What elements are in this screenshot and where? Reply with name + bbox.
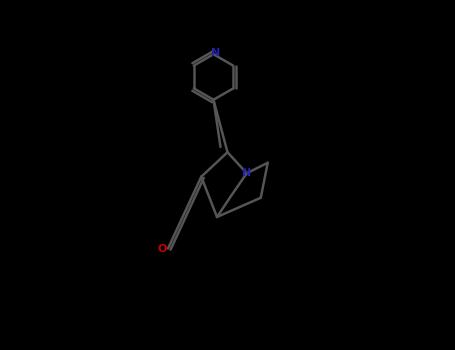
Text: N: N: [211, 48, 220, 57]
Text: O: O: [157, 244, 167, 253]
Text: N: N: [242, 168, 251, 178]
